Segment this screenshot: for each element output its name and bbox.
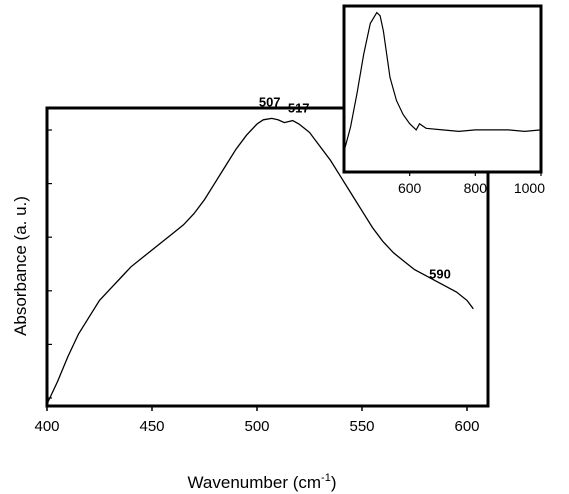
inset-x-tick-label: 800 [464, 180, 488, 196]
main-x-tick-label: 600 [454, 418, 479, 435]
peak-label: 517 [288, 101, 310, 116]
y-axis-title: Absorbance (a. u.) [11, 196, 30, 336]
peak-label: 507 [259, 94, 281, 109]
main-plot-frame [45, 106, 490, 408]
x-axis-title: Wavenumber (cm-1) [188, 472, 337, 492]
inset-x-tick-label: 1000 [514, 180, 545, 196]
inset-background [344, 6, 541, 172]
main-x-tick-label: 450 [139, 418, 164, 435]
main-absorbance-curve [46, 117, 474, 405]
main-x-tick-label: 400 [34, 418, 59, 435]
peak-label: 590 [429, 266, 451, 281]
main-y-ticks [47, 129, 52, 399]
peak-annotations: 507 517 590 [259, 94, 451, 281]
inset-x-ticks: 600 800 1000 [398, 172, 545, 196]
inset-x-tick-label: 600 [398, 180, 422, 196]
x-axis-title-superscript: -1 [321, 472, 331, 484]
inset-absorbance-curve [343, 11, 542, 152]
main-x-ticks: 400 450 500 550 600 [34, 406, 480, 435]
main-x-tick-label: 500 [244, 418, 269, 435]
inset-plot-frame [342, 4, 543, 174]
main-x-tick-label: 550 [349, 418, 374, 435]
